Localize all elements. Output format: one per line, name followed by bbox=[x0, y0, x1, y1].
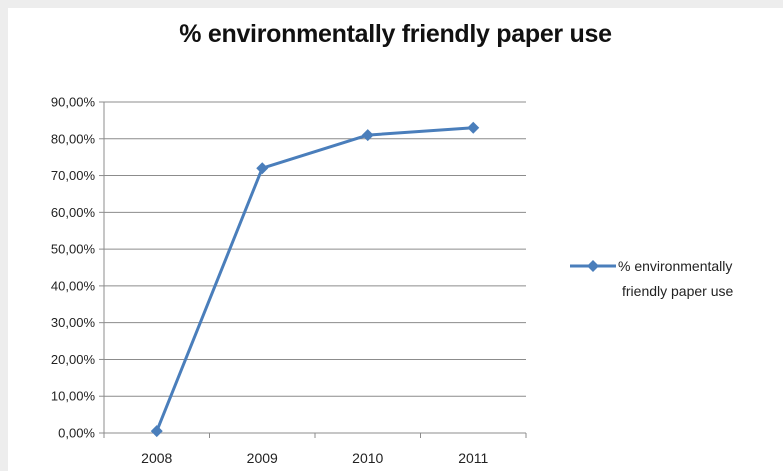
x-tick-label: 2010 bbox=[352, 450, 383, 466]
y-tick-label: 10,00% bbox=[51, 389, 96, 404]
legend-marker-icon bbox=[587, 260, 599, 272]
y-tick-label: 30,00% bbox=[51, 315, 96, 330]
y-tick-label: 20,00% bbox=[51, 352, 96, 367]
series-line-0 bbox=[155, 126, 474, 432]
y-tick-label: 70,00% bbox=[51, 168, 96, 183]
y-tick-labels: 0,00% 10,00% 20,00% 30,00% 40,00% 50,00% 60,00… bbox=[51, 95, 96, 441]
x-tick-labels: 2008 2009 2010 2011 bbox=[141, 450, 488, 466]
data-point-2009 bbox=[256, 162, 269, 175]
axes bbox=[99, 101, 527, 438]
data-point-2011 bbox=[467, 121, 480, 134]
legend-label-line: % environmentally bbox=[618, 258, 732, 274]
y-tick-label: 60,00% bbox=[51, 205, 96, 220]
legend: % environmentally friendly paper use bbox=[570, 258, 734, 299]
y-tick-label: 40,00% bbox=[51, 278, 96, 293]
data-point-2008 bbox=[150, 425, 163, 438]
y-tick-label: 80,00% bbox=[51, 131, 96, 146]
y-tick-label: 50,00% bbox=[51, 242, 96, 257]
data-series bbox=[150, 121, 480, 438]
chart-frame: % environmentally friendly paper use bbox=[8, 8, 783, 471]
x-tick-label: 2008 bbox=[141, 450, 172, 466]
data-point-2010 bbox=[361, 129, 374, 142]
gridlines bbox=[104, 101, 526, 397]
chart-title: % environmentally friendly paper use bbox=[179, 20, 612, 48]
y-tick-label: 0,00% bbox=[58, 426, 95, 441]
x-tick-label: 2009 bbox=[247, 450, 278, 466]
x-tick-label: 2011 bbox=[458, 450, 488, 466]
legend-label-line: friendly paper use bbox=[622, 283, 734, 299]
y-tick-label: 90,00% bbox=[51, 95, 96, 110]
